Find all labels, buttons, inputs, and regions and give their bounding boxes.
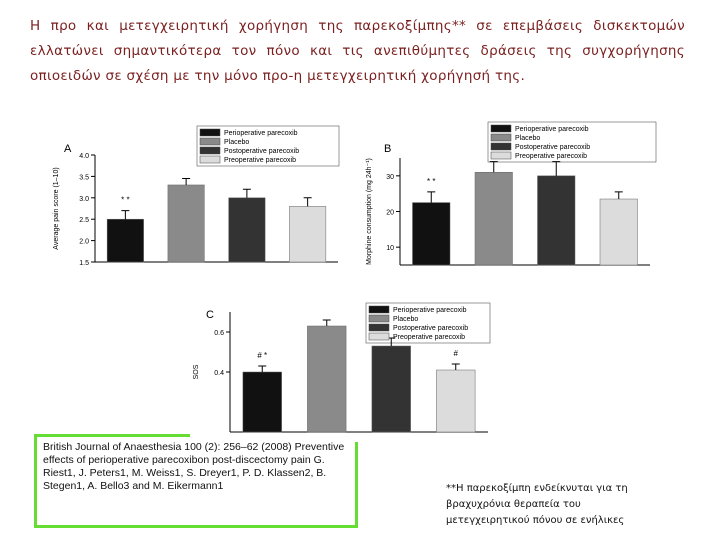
error-bar bbox=[258, 365, 267, 372]
legend-swatch bbox=[490, 142, 512, 151]
legend-swatch bbox=[368, 332, 390, 341]
bar bbox=[307, 325, 347, 433]
legend-label: Postoperative parecoxib bbox=[393, 325, 468, 332]
significance-mark: # bbox=[454, 349, 459, 358]
legend-label: Placebo bbox=[393, 316, 418, 323]
bar bbox=[371, 345, 411, 433]
legend-swatch bbox=[490, 151, 512, 160]
bar bbox=[289, 206, 327, 263]
error-bar bbox=[322, 319, 331, 326]
y-tick-label: 10 bbox=[386, 245, 394, 252]
panel-label: B bbox=[384, 143, 391, 155]
error-bar bbox=[242, 188, 251, 198]
legend-swatch bbox=[490, 124, 512, 133]
y-tick-label: 0.4 bbox=[214, 370, 224, 377]
legend-swatch bbox=[199, 155, 221, 164]
legend-swatch bbox=[368, 314, 390, 323]
y-tick-label: 2.0 bbox=[79, 239, 89, 246]
heading: Η προ και μετεγχειρητική χορήγηση της πα… bbox=[30, 18, 685, 84]
error-bar bbox=[427, 191, 436, 203]
legend-label: Preoperative parecoxib bbox=[515, 153, 587, 160]
bar bbox=[167, 184, 205, 263]
panel-label: C bbox=[206, 309, 214, 321]
significance-mark: * * bbox=[121, 196, 129, 205]
bar bbox=[474, 172, 513, 266]
bar bbox=[242, 371, 282, 433]
bar bbox=[599, 198, 638, 266]
y-tick-label: 0.6 bbox=[214, 330, 224, 337]
legend-label: Perioperative parecoxib bbox=[224, 130, 298, 137]
footnote: **Η παρεκοξίμπη ενδείκνυται για τη βραχυ… bbox=[446, 483, 628, 526]
legend-label: Placebo bbox=[515, 135, 540, 142]
legend-label: Perioperative parecoxib bbox=[393, 307, 467, 314]
y-tick-label: 3.0 bbox=[79, 196, 89, 203]
legend-swatch bbox=[490, 133, 512, 142]
legend-box bbox=[196, 125, 340, 167]
y-axis-label: Morphine consumption (mg 24h⁻¹) bbox=[366, 158, 373, 265]
legend-label: Placebo bbox=[224, 139, 249, 146]
y-tick-label: 30 bbox=[386, 174, 394, 181]
y-tick-label: 3.5 bbox=[79, 174, 89, 181]
error-bar bbox=[182, 178, 191, 185]
y-tick-label: 1.5 bbox=[79, 260, 89, 267]
significance-mark: * * bbox=[427, 177, 435, 186]
significance-mark: # * bbox=[257, 351, 267, 360]
panel-label: A bbox=[64, 143, 72, 155]
legend-swatch bbox=[368, 323, 390, 332]
legend-label: Postoperative parecoxib bbox=[224, 148, 299, 155]
y-tick-label: 2.5 bbox=[79, 217, 89, 224]
error-bar bbox=[614, 191, 623, 200]
y-tick-label: 20 bbox=[386, 210, 394, 217]
error-bar bbox=[552, 161, 561, 176]
y-axis-label: SOS bbox=[193, 364, 200, 379]
legend-swatch bbox=[199, 128, 221, 137]
legend-box bbox=[487, 121, 657, 163]
legend-swatch bbox=[199, 146, 221, 155]
legend-swatch bbox=[199, 137, 221, 146]
legend-label: Postoperative parecoxib bbox=[515, 144, 590, 151]
legend-swatch bbox=[368, 305, 390, 314]
bar bbox=[537, 175, 576, 266]
legend-label: Perioperative parecoxib bbox=[515, 126, 589, 133]
bar bbox=[436, 369, 476, 433]
legend-label: Preoperative parecoxib bbox=[224, 157, 296, 164]
y-axis-label: Average pain score (1–10) bbox=[53, 167, 60, 249]
bar bbox=[228, 197, 266, 263]
bar bbox=[412, 202, 451, 266]
y-tick-label: 4.0 bbox=[79, 153, 89, 160]
error-bar bbox=[451, 363, 460, 370]
legend-label: Preoperative parecoxib bbox=[393, 334, 465, 341]
bar bbox=[106, 218, 144, 263]
error-bar bbox=[121, 210, 130, 220]
error-bar bbox=[489, 161, 498, 173]
error-bar bbox=[303, 197, 312, 207]
